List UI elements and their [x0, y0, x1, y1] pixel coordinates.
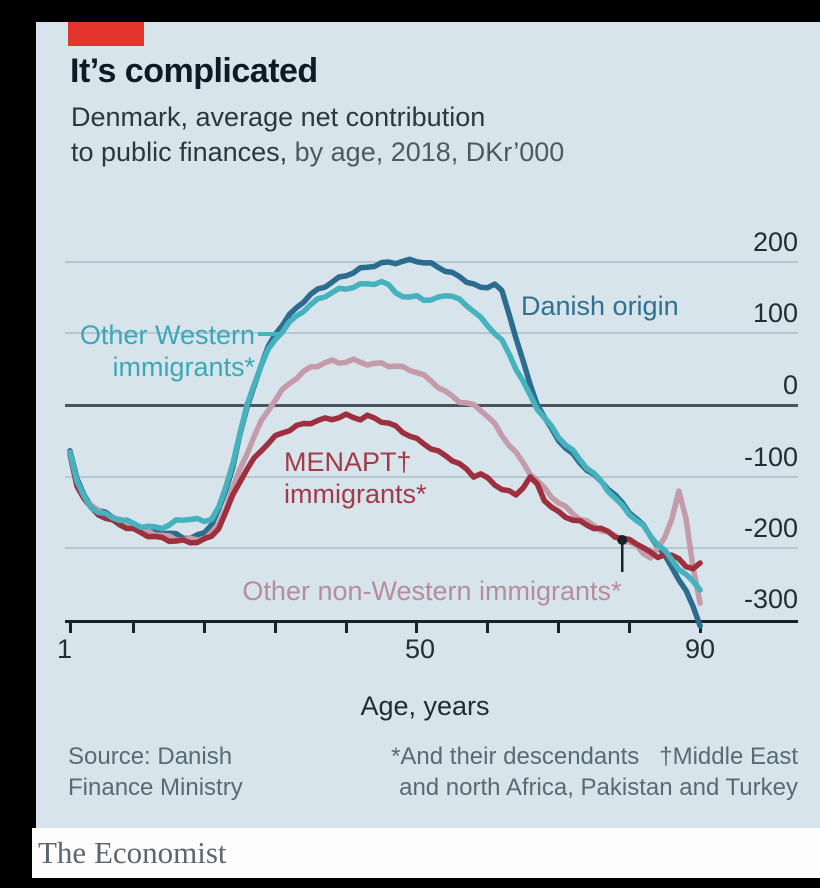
x-tick-70 [557, 623, 560, 633]
footnote-line2: and north Africa, Pakistan and Turkey [399, 774, 798, 801]
subtitle-light-part: by age, 2018, DKr’000 [287, 137, 565, 167]
x-tick-60 [486, 623, 490, 633]
gridline-200 [65, 261, 798, 263]
x-tick-30 [273, 623, 277, 633]
economist-brand: The Economist [38, 835, 227, 870]
chart-subtitle-line2: to public finances, by age, 2018, DKr’00… [71, 137, 564, 168]
x-tick-1 [68, 623, 72, 633]
subtitle-dark-part: to public finances, [71, 137, 288, 167]
other-western-line2: immigrants* [112, 352, 255, 382]
chart-subtitle-line1: Denmark, average net contribution [71, 102, 486, 132]
series-label-danish-origin: Danish origin [521, 291, 679, 321]
economist-red-tab [68, 22, 144, 46]
x-tick-10 [132, 623, 136, 633]
x-tick-label-1: 1 [57, 634, 73, 664]
series-label-other-western: Other Western immigrants* [58, 319, 255, 383]
series-label-menapt: MENAPT† immigrants* [284, 446, 427, 510]
footnotes: *And their descendants †Middle East and n… [340, 741, 798, 803]
x-tick-40 [344, 623, 348, 633]
other-western-line1: Other Western [79, 320, 255, 350]
x-axis-line [65, 620, 798, 623]
chart-title: It’s complicated [70, 52, 318, 90]
x-tick-90 [698, 623, 702, 633]
menapt-line2: immigrants* [284, 479, 427, 509]
menapt-line1: MENAPT† [284, 447, 412, 477]
y-tick-label-minus300: -300 [743, 584, 798, 614]
source-note: Source: Danish Finance Ministry [68, 741, 243, 803]
source-line2: Finance Ministry [68, 774, 243, 801]
y-tick-label-minus100: -100 [743, 442, 798, 472]
source-line1: Source: Danish [68, 743, 233, 770]
brand-strip: The Economist [32, 828, 820, 878]
x-tick-20 [203, 623, 206, 633]
zero-baseline [65, 404, 798, 407]
y-tick-label-0: 0 [782, 370, 798, 400]
y-tick-label-100: 100 [752, 298, 798, 328]
x-axis-title: Age, years [360, 691, 490, 721]
series-label-other-non-western: Other non-Western immigrants* [242, 576, 622, 606]
y-tick-label-200: 200 [752, 227, 798, 257]
x-tick-80 [627, 623, 631, 633]
y-tick-label-minus200: -200 [743, 513, 798, 543]
x-tick-label-50: 50 [404, 634, 436, 664]
x-tick-label-90: 90 [684, 634, 716, 664]
gridline-minus100 [65, 476, 798, 478]
x-tick-50 [415, 623, 419, 633]
gridline-minus200 [65, 547, 798, 549]
footnote-line1: *And their descendants †Middle East [391, 743, 798, 770]
other-western-leader-line [258, 332, 279, 336]
